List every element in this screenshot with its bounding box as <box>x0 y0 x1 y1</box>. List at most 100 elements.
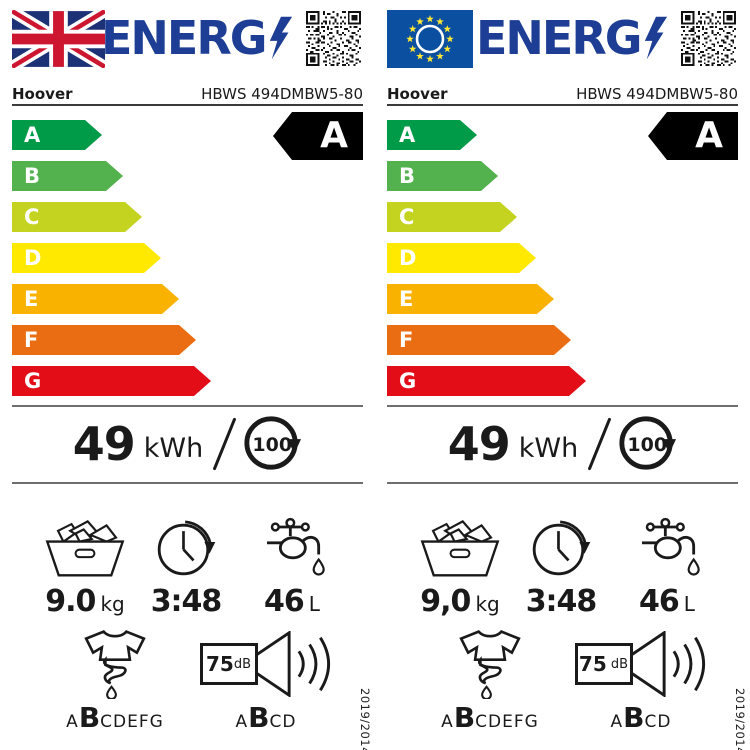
brand-name: Hoover <box>12 85 73 103</box>
laundry-basket-icon <box>24 514 146 578</box>
scale-arrow-f: F <box>387 325 571 355</box>
spin-class-scale: A B CDEFG <box>441 701 539 734</box>
energ-logo-text: ENERG <box>101 11 268 65</box>
section-divider <box>12 482 363 484</box>
noise-value: 75 <box>205 652 234 676</box>
energy-unit: kWh <box>143 432 204 464</box>
qr-code <box>305 10 362 67</box>
per-100-cycles-icon: 100 <box>617 414 677 474</box>
per-100-cycles-icon: 100 <box>242 414 302 474</box>
eu-flag-icon <box>387 10 473 68</box>
water-value: 46 <box>639 584 680 619</box>
capacity-value: 9,0 <box>420 584 471 619</box>
water-tap-icon <box>613 514 721 578</box>
water-unit: L <box>308 592 320 616</box>
model-number: HBWS 494DMBW5-80 <box>201 85 363 103</box>
header-divider <box>387 104 738 106</box>
noise-stat: 75 dB A B CD <box>563 629 719 734</box>
spin-class-stat: A B CDEFG <box>415 629 565 734</box>
lightning-bolt-icon <box>644 16 667 60</box>
per-slash <box>212 417 237 471</box>
energy-value: 49 <box>447 417 511 471</box>
energy-class-scale: A B C D E F G <box>387 120 586 407</box>
energy-value: 49 <box>72 417 136 471</box>
sound-waves-icon <box>254 631 330 697</box>
section-divider <box>12 405 363 407</box>
duration-value: 3:48 <box>525 584 598 619</box>
cycles-count: 100 <box>252 434 293 456</box>
spin-class-scale: A B CDEFG <box>66 701 164 734</box>
energy-label-eu: ENERG Hoover HBWS 494DMBW5-80 A B C D E … <box>375 0 750 750</box>
model-number: HBWS 494DMBW5-80 <box>576 85 738 103</box>
spin-efficiency-icon <box>40 629 190 699</box>
noise-db-box: 75 dB <box>574 643 633 685</box>
scale-arrow-a: A <box>12 120 102 150</box>
duration-value: 3:48 <box>150 584 223 619</box>
noise-class-scale: A B CD <box>610 701 672 734</box>
water-tap-icon <box>238 514 346 578</box>
scale-arrow-c: C <box>12 202 142 232</box>
energ-logo: ENERG <box>101 14 294 62</box>
scale-arrow-a: A <box>387 120 477 150</box>
scale-arrow-e: E <box>12 284 179 314</box>
noise-stat: 75 dB A B CD <box>188 629 344 734</box>
scale-arrow-d: D <box>12 243 161 273</box>
brand-name: Hoover <box>387 85 448 103</box>
energ-logo: ENERG <box>476 14 669 62</box>
sound-waves-icon <box>629 631 705 697</box>
capacity-stat: 9,0 kg <box>399 514 521 619</box>
scale-arrow-g: G <box>12 366 211 396</box>
energy-consumption-row: 49 kWh 100 <box>0 412 375 476</box>
noise-speaker-icon: 75 dB <box>563 629 719 699</box>
clock-icon <box>511 514 611 578</box>
noise-unit: dB <box>233 656 251 672</box>
qr-code <box>680 10 737 67</box>
product-rating-badge: A <box>648 112 738 160</box>
clock-icon <box>136 514 236 578</box>
scale-arrow-f: F <box>12 325 196 355</box>
scale-arrow-c: C <box>387 202 517 232</box>
energy-class-scale: A B C D E F G <box>12 120 211 407</box>
scale-arrow-b: B <box>12 161 123 191</box>
lightning-bolt-icon <box>269 16 292 60</box>
noise-speaker-icon: 75 dB <box>188 629 344 699</box>
duration-stat: 3:48 <box>511 514 611 619</box>
energ-logo-text: ENERG <box>476 11 643 65</box>
spin-class-stat: A B CDEFG <box>40 629 190 734</box>
scale-arrow-g: G <box>387 366 586 396</box>
duration-stat: 3:48 <box>136 514 236 619</box>
capacity-value: 9.0 <box>45 584 96 619</box>
regulation-reference: 2019/2014 <box>358 688 372 750</box>
uk-flag-icon <box>12 10 105 68</box>
spin-class-rating: B <box>453 701 476 734</box>
scale-arrow-b: B <box>387 161 498 191</box>
capacity-stat: 9.0 kg <box>24 514 146 619</box>
scale-arrow-d: D <box>387 243 536 273</box>
capacity-unit: kg <box>475 592 500 616</box>
capacity-unit: kg <box>100 592 125 616</box>
noise-class-scale: A B CD <box>235 701 297 734</box>
water-stat: 46 L <box>613 514 721 619</box>
energy-unit: kWh <box>518 432 579 464</box>
header-divider <box>12 104 363 106</box>
energy-consumption-row: 49 kWh 100 <box>375 412 750 476</box>
energy-label-uk: ENERG Hoover HBWS 494DMBW5-80 A B C D E … <box>0 10 375 750</box>
noise-class-rating: B <box>248 701 270 734</box>
section-divider <box>387 405 738 407</box>
per-slash <box>587 417 612 471</box>
noise-unit: dB <box>606 656 629 672</box>
noise-class-rating: B <box>623 701 645 734</box>
spin-class-rating: B <box>78 701 101 734</box>
noise-db-box: 75 dB <box>199 643 258 685</box>
water-stat: 46 L <box>238 514 346 619</box>
laundry-basket-icon <box>399 514 521 578</box>
water-unit: L <box>683 592 695 616</box>
water-value: 46 <box>264 584 305 619</box>
spin-efficiency-icon <box>415 629 565 699</box>
regulation-reference: 2019/2014 <box>733 688 747 750</box>
cycles-count: 100 <box>627 434 668 456</box>
scale-arrow-e: E <box>387 284 554 314</box>
product-rating-badge: A <box>273 112 363 160</box>
section-divider <box>387 482 738 484</box>
